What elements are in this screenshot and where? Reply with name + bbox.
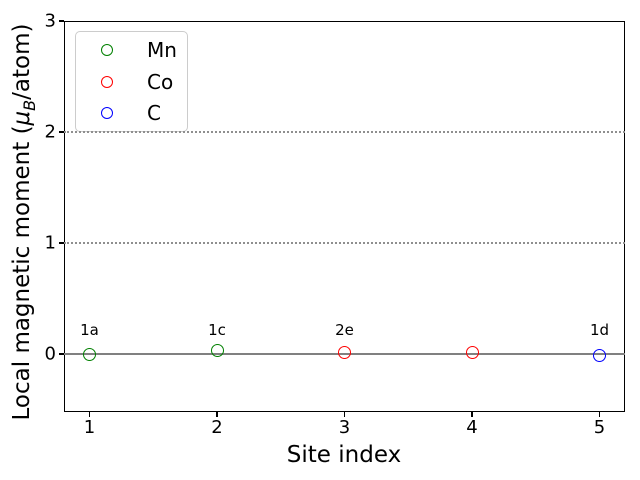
x-tick-label-4: 4 bbox=[466, 417, 478, 438]
y-tick-2 bbox=[59, 131, 64, 133]
gridline-y1 bbox=[64, 242, 625, 245]
x-tick-3 bbox=[343, 412, 346, 417]
x-tick-label-5: 5 bbox=[593, 417, 606, 438]
legend-item-co: Co bbox=[76, 66, 187, 97]
marker-co-site-4 bbox=[465, 345, 479, 359]
y-tick-3 bbox=[59, 20, 64, 22]
y-tick-label-3: 3 bbox=[44, 10, 56, 32]
marker-co-site-3 bbox=[338, 345, 351, 359]
annotation-2e: 2e bbox=[335, 320, 354, 339]
legend-item-mn: Mn bbox=[76, 35, 187, 66]
y-axis-label-text: Local magnetic moment ( bbox=[9, 125, 36, 421]
mu-subscript: B bbox=[19, 99, 39, 111]
marker-mn-site-1 bbox=[83, 347, 96, 361]
x-tick-label-2: 2 bbox=[211, 417, 223, 438]
y-axis-label-unit: /atom) bbox=[9, 23, 36, 100]
x-axis-label: Site index bbox=[286, 442, 402, 468]
x-tick-1 bbox=[88, 412, 91, 417]
marker-c-site-5 bbox=[593, 348, 606, 362]
legend: Mn Co C bbox=[75, 31, 188, 132]
y-tick-1 bbox=[59, 242, 64, 245]
y-tick-0 bbox=[59, 353, 64, 356]
legend-label-mn: Mn bbox=[147, 38, 177, 62]
marker-mn-site-2 bbox=[210, 344, 224, 358]
x-tick-2 bbox=[216, 412, 218, 417]
x-tick-label-1: 1 bbox=[83, 417, 96, 438]
annotation-1c: 1c bbox=[208, 320, 226, 339]
legend-marker-co-circle-icon bbox=[101, 75, 113, 88]
y-tick-label-1: 1 bbox=[44, 232, 56, 254]
legend-marker-mn-circle-icon bbox=[101, 44, 113, 56]
y-tick-label-2: 2 bbox=[44, 121, 56, 143]
annotation-1d: 1d bbox=[589, 320, 610, 339]
x-tick-4 bbox=[471, 412, 473, 417]
legend-marker-c-circle-icon bbox=[101, 107, 113, 119]
gridline-y2 bbox=[64, 131, 625, 134]
legend-label-co: Co bbox=[147, 69, 174, 94]
legend-label-c: C bbox=[147, 101, 161, 125]
x-tick-label-3: 3 bbox=[338, 417, 351, 438]
legend-item-c: C bbox=[76, 98, 187, 129]
annotation-1a: 1a bbox=[80, 320, 99, 339]
y-tick-label-0: 0 bbox=[44, 343, 56, 365]
x-tick-5 bbox=[598, 412, 601, 417]
plot-area bbox=[64, 21, 625, 412]
